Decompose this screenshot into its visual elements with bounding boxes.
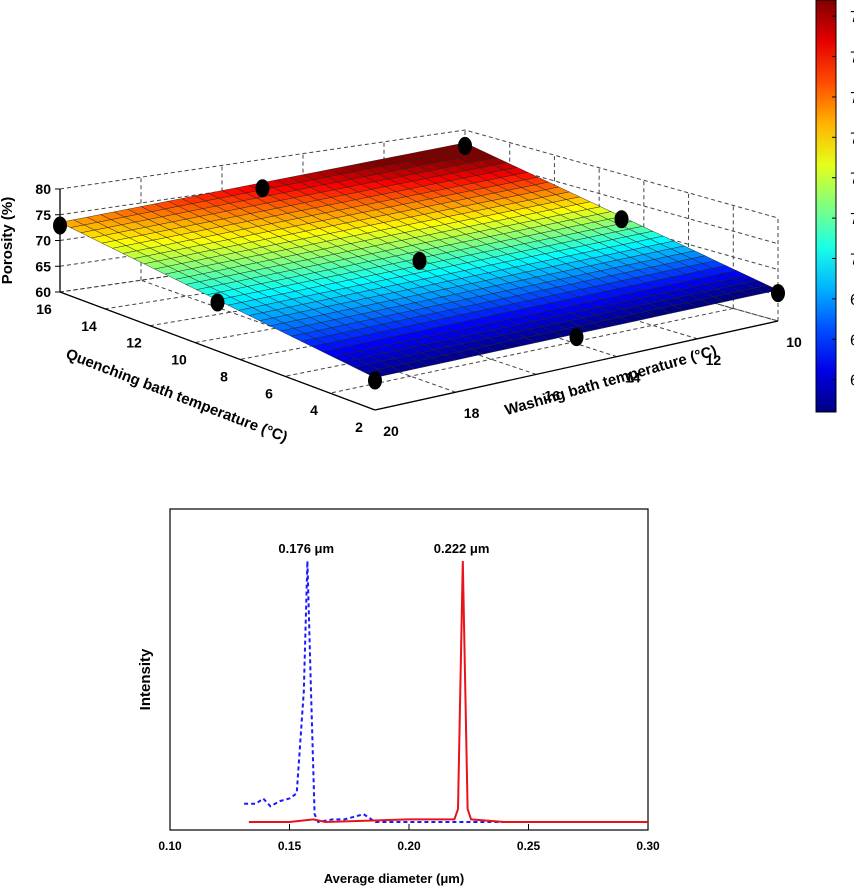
series-solid-line (248, 560, 648, 824)
z-tick-label: 70 (35, 233, 51, 249)
diameter-distribution-chart: 0.10 0.15 0.20 0.25 0.30 0.176 μm 0.222 μm Aver… (137, 508, 660, 886)
plot-frame (169, 508, 649, 831)
grid-line (59, 129, 779, 219)
colorbar (815, 0, 837, 413)
design-point (255, 179, 270, 198)
y-tick-label: 10 (786, 334, 802, 350)
x-tick-label: 6 (265, 385, 273, 401)
design-point (53, 216, 67, 235)
design-point (771, 284, 785, 303)
design-point (368, 371, 382, 390)
colorbar-tick-label: 70 (850, 252, 854, 269)
surface-mesh (59, 142, 779, 378)
x-tick-label: 10 (171, 352, 187, 368)
colorbar-tick-label: 74 (850, 90, 854, 107)
colorbar-tick-label: 68 (850, 332, 854, 349)
z-tick-label: 60 (35, 284, 51, 300)
x-tick-label: 0.20 (397, 839, 421, 853)
z-tick-label: 80 (35, 181, 51, 197)
y-axis-line (374, 320, 779, 411)
z-tick-label: 65 (35, 258, 51, 274)
x-tick-label: 14 (81, 318, 97, 334)
y-tick-label: 20 (383, 423, 399, 439)
peak-annotation: 0.222 μm (434, 541, 490, 556)
x-tick-label: 12 (126, 335, 142, 351)
x-tick-label: 0.25 (517, 839, 541, 853)
y-axis-label: Washing bath temperature (°C) (503, 342, 719, 419)
colorbar-tick-label: 76 (850, 9, 854, 26)
z-tick-label: 75 (35, 207, 51, 223)
porosity-surface-chart: 6065707580246810121416101214161820Porosi… (0, 0, 854, 446)
y-tick-label: 14 (625, 370, 641, 386)
x-tick-label: 8 (220, 368, 228, 384)
x-tick-label: 0.10 (158, 839, 182, 853)
colorbar-tick-label: 71 (850, 211, 854, 228)
x-axis-label: Average diameter (μm) (324, 871, 464, 886)
grid-line (329, 307, 734, 394)
peak-annotation: 0.176 μm (278, 541, 334, 556)
y-tick-label: 18 (464, 405, 480, 421)
design-point (569, 328, 584, 347)
colorbar-tick-label: 73 (850, 130, 854, 147)
y-axis-label: Intensity (137, 648, 154, 710)
y-tick-label: 16 (544, 387, 560, 403)
colorbar-tick-label: 75 (850, 50, 854, 67)
x-tick-label: 0.30 (636, 839, 660, 853)
design-point (412, 251, 427, 270)
x-tick-label: 2 (355, 419, 363, 435)
x-axis-line (59, 291, 376, 411)
colorbar-tick-label: 67 (850, 373, 854, 390)
x-tick-label: 4 (310, 402, 318, 418)
y-tick-label: 12 (706, 352, 722, 368)
series-dashed-line (244, 560, 601, 824)
design-point (614, 210, 629, 229)
z-axis-label: Porosity (%) (0, 197, 16, 285)
design-point (210, 293, 225, 312)
x-tick-label: 16 (36, 301, 52, 317)
colorbar-tick-label: 72 (850, 171, 854, 188)
colorbar-tick-label: 69 (850, 292, 854, 309)
x-tick-label: 0.15 (278, 839, 302, 853)
design-point (458, 136, 472, 155)
